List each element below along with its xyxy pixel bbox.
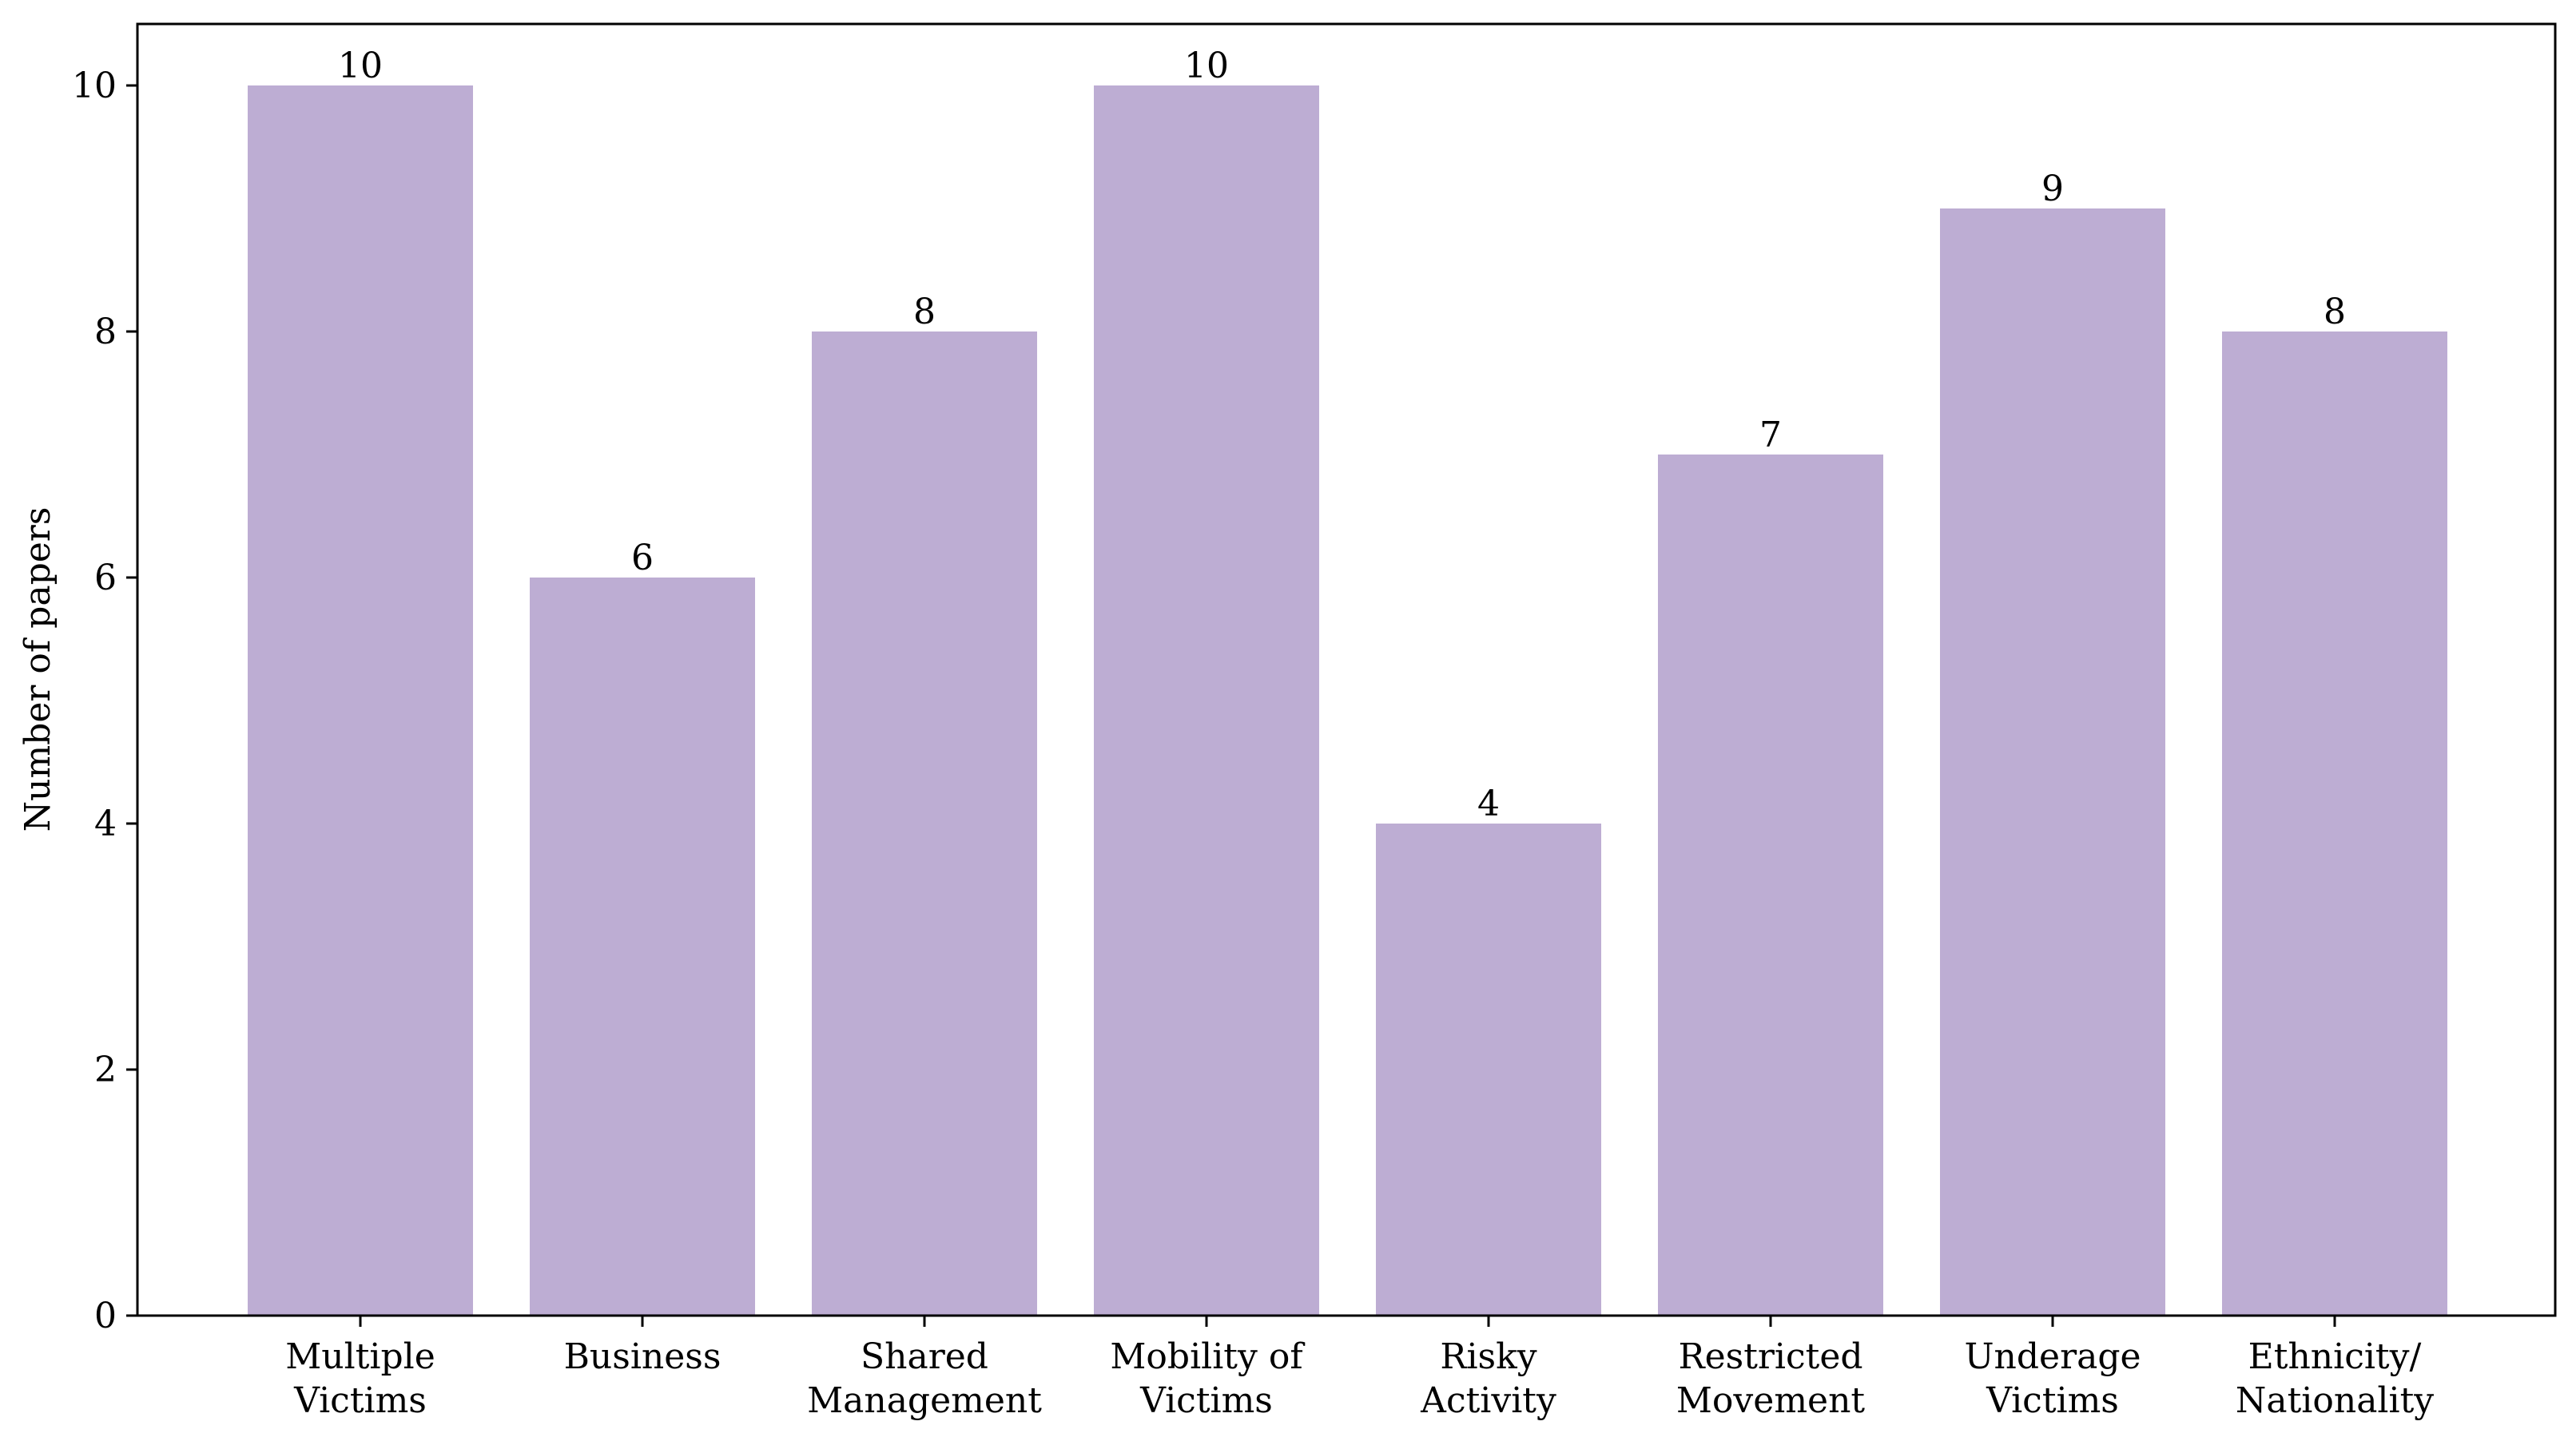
y-tick-label: 4 <box>94 804 117 844</box>
bar-value-label: 9 <box>2041 169 2064 209</box>
bar <box>530 578 755 1316</box>
x-tick-label: Mobility of <box>1110 1336 1305 1377</box>
x-tick-label: Ethnicity/ <box>2248 1336 2422 1377</box>
bar-value-label: 6 <box>631 538 654 578</box>
y-tick-label: 0 <box>94 1296 117 1336</box>
data-labels: 10 6 8 10 4 7 9 8 <box>338 46 2346 824</box>
plot-frame <box>136 22 2557 1317</box>
y-tick-label: 6 <box>94 558 117 598</box>
bar <box>248 85 473 1316</box>
y-tick-label: 10 <box>72 66 117 106</box>
y-axis: 0 2 4 6 8 10 <box>72 66 137 1336</box>
x-tick-label: Activity <box>1420 1380 1556 1421</box>
x-tick-label: Management <box>807 1380 1042 1421</box>
bar-value-label: 10 <box>338 46 383 86</box>
bar <box>1940 208 2165 1316</box>
x-tick-label: Business <box>564 1336 722 1377</box>
bar-value-label: 8 <box>2324 292 2346 332</box>
bar <box>1376 824 1601 1316</box>
x-tick-label: Victims <box>293 1380 427 1421</box>
bar <box>1094 85 1319 1316</box>
bar <box>2222 331 2447 1316</box>
bar-value-label: 10 <box>1184 46 1229 86</box>
bar-value-label: 8 <box>913 292 936 332</box>
bar <box>812 331 1037 1316</box>
x-tick-label: Underage <box>1964 1336 2141 1377</box>
y-axis-label: Number of papers <box>18 507 58 832</box>
x-tick-label: Movement <box>1676 1380 1866 1421</box>
bar-value-label: 7 <box>1759 415 1782 455</box>
x-tick-label: Nationality <box>2236 1380 2434 1421</box>
y-tick-label: 2 <box>94 1050 117 1090</box>
x-tick-label: Victims <box>1986 1380 2119 1421</box>
bar <box>1658 455 1883 1316</box>
x-tick-label: Shared <box>861 1336 988 1377</box>
x-tick-label: Restricted <box>1678 1336 1862 1377</box>
x-tick-label: Risky <box>1440 1336 1536 1377</box>
x-tick-label: Victims <box>1139 1380 1273 1421</box>
x-tick-label: Multiple <box>285 1336 435 1377</box>
bar-value-label: 4 <box>1477 784 1500 824</box>
y-tick-label: 8 <box>94 312 117 352</box>
bars-layer <box>248 85 2447 1316</box>
